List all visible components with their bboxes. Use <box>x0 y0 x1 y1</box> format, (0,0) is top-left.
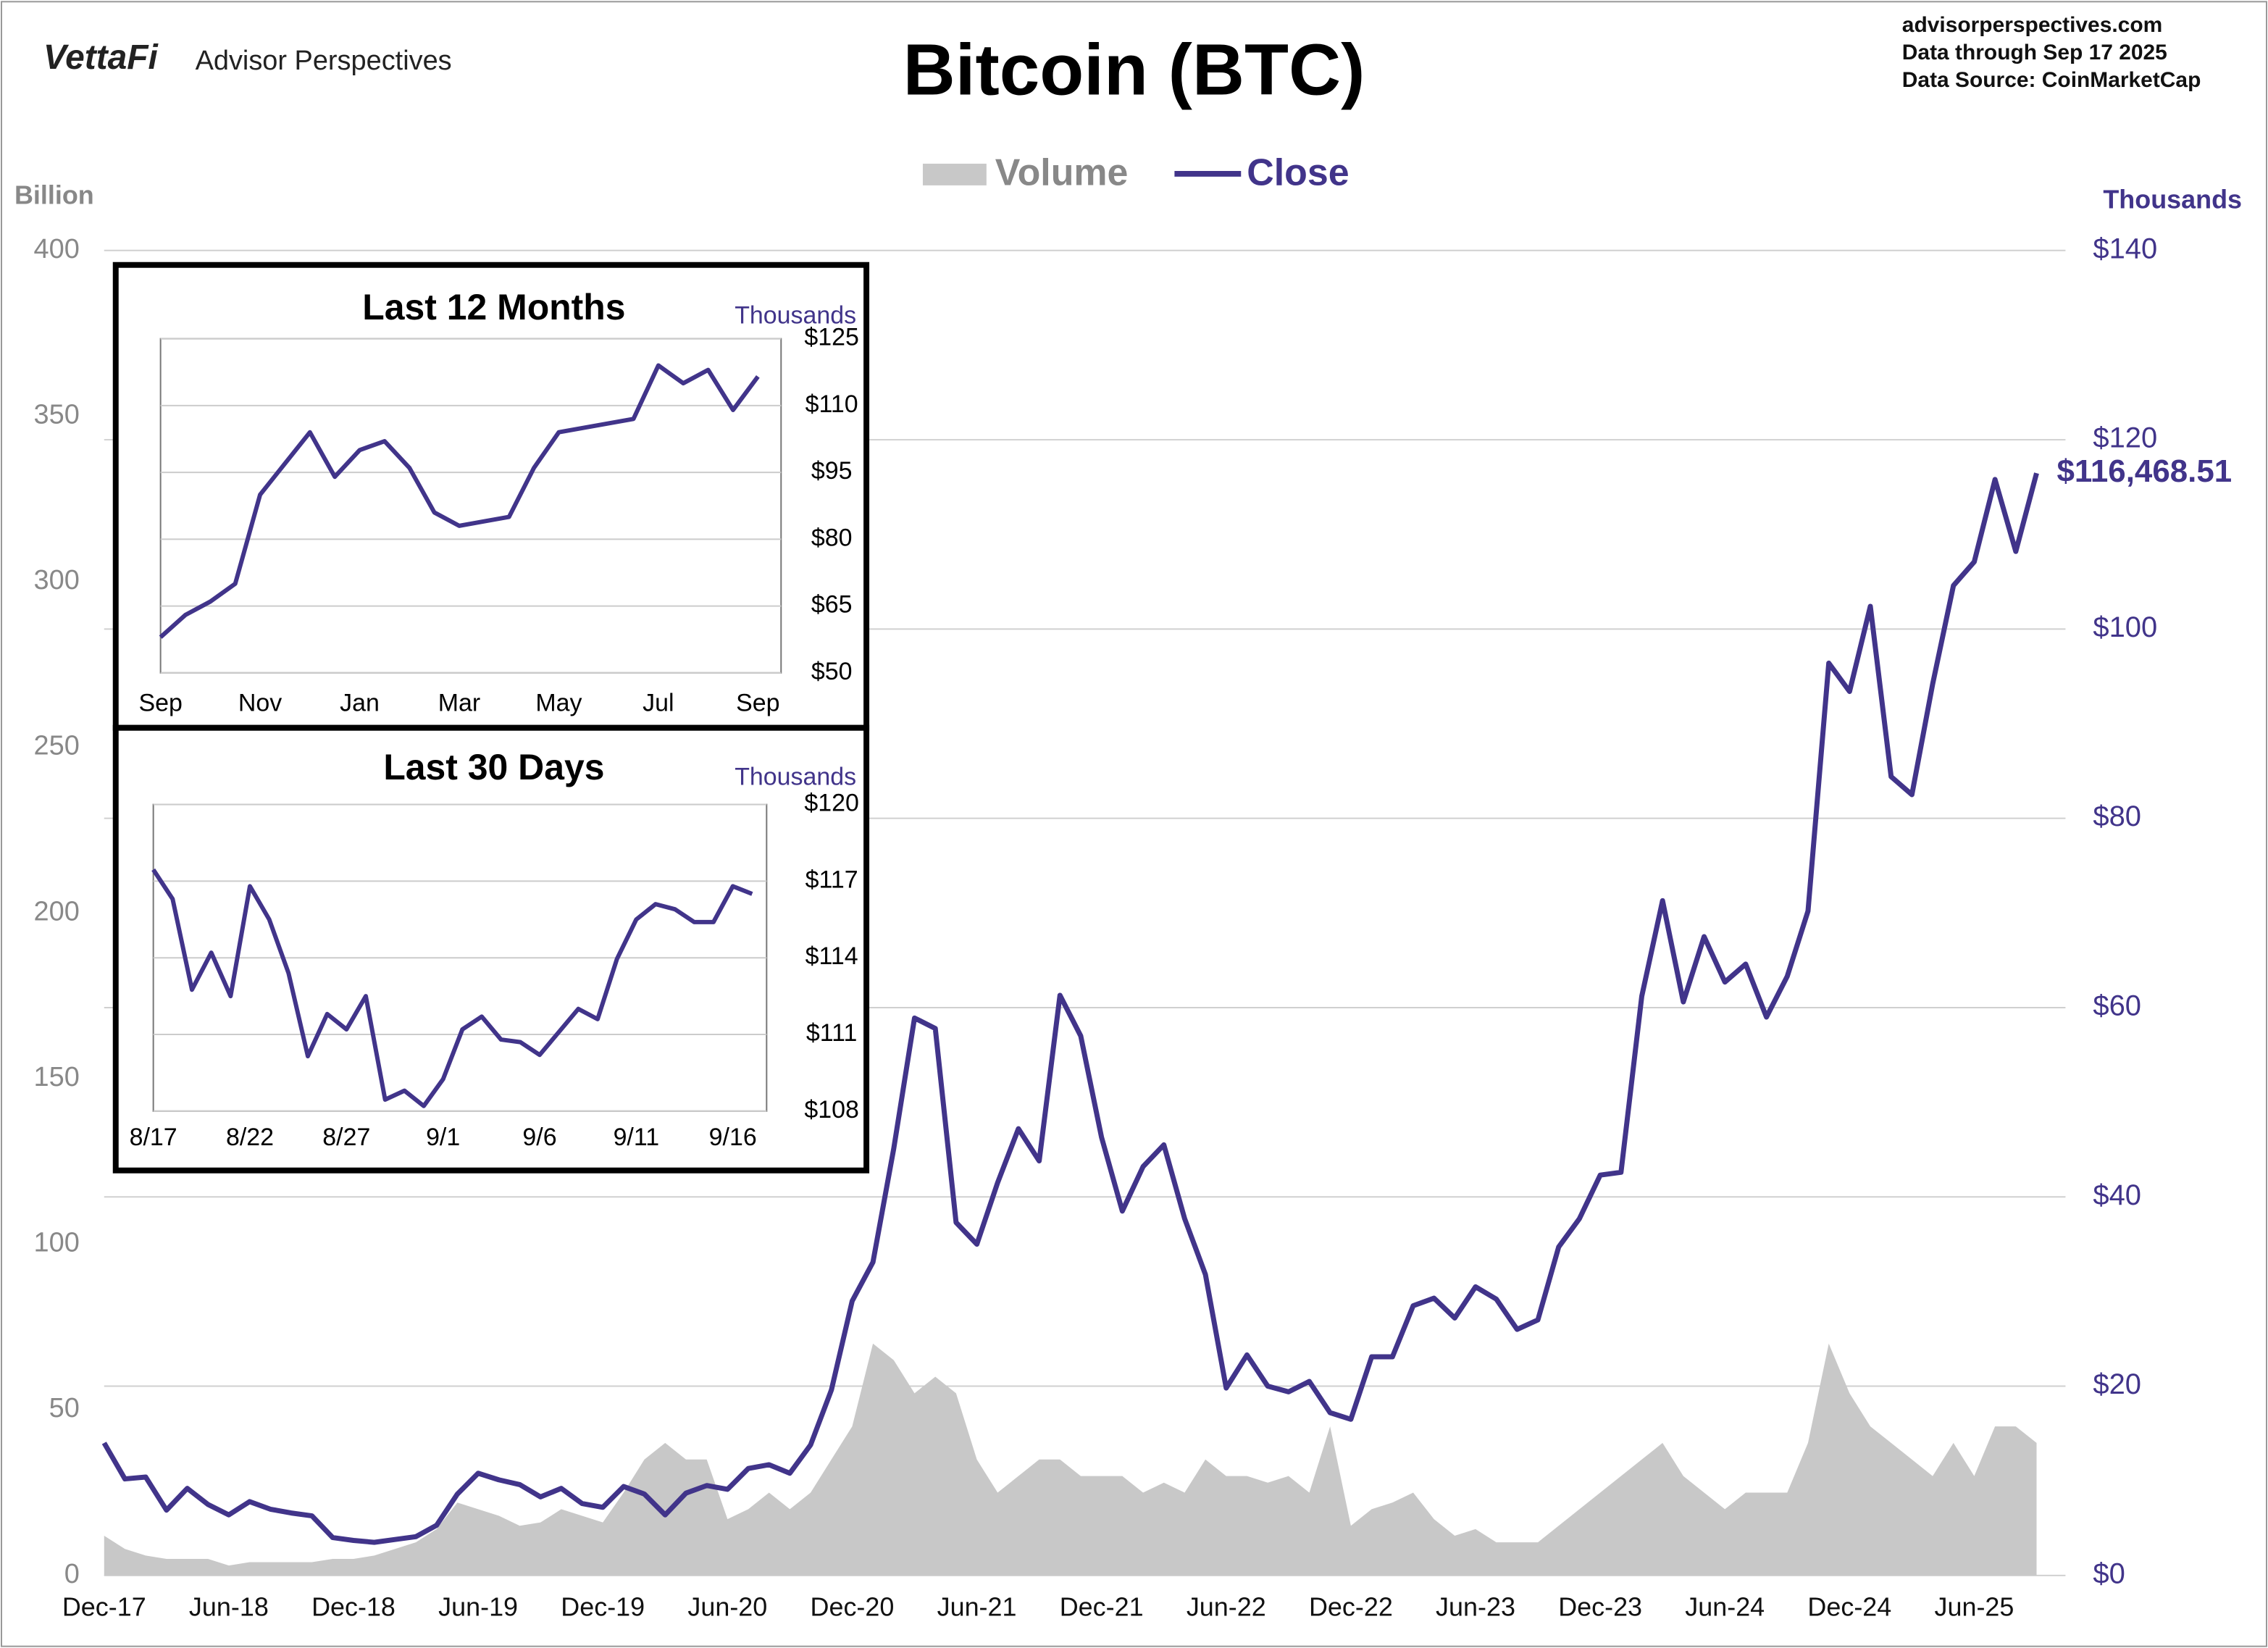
y-axis-title: Thousands <box>735 302 856 330</box>
y-tick-label: 0 <box>64 1559 80 1589</box>
y-tick-label: $95 <box>811 457 853 485</box>
y-tick-label: 250 <box>34 731 80 761</box>
y2-tick-label: $140 <box>2093 233 2157 264</box>
x-tick-label: Dec-23 <box>1558 1591 1642 1621</box>
y-tick-label: $80 <box>811 524 853 551</box>
y-tick-label: $111 <box>806 1019 857 1047</box>
y2-tick-label: $80 <box>2093 800 2141 832</box>
x-tick-label: Dec-20 <box>811 1591 895 1621</box>
y-tick-label: $120 <box>804 790 859 817</box>
x-tick-label: Jul <box>643 690 674 717</box>
y-tick-label: 150 <box>34 1062 80 1092</box>
legend-label: Close <box>1247 152 1349 194</box>
y-axis-title: Thousands <box>735 764 856 791</box>
y-tick-label: 350 <box>34 399 80 430</box>
plot-area <box>159 338 782 674</box>
y-tick-label: $108 <box>804 1096 859 1124</box>
y-tick-label: $110 <box>805 390 858 418</box>
y-tick-label: $114 <box>805 942 858 970</box>
brand: VettaFi <box>43 38 159 77</box>
x-tick-label: Sep <box>138 690 182 717</box>
volume-area <box>104 1343 2037 1576</box>
brand-sub: Advisor Perspectives <box>196 46 452 76</box>
x-tick-label: 9/11 <box>614 1124 660 1151</box>
close-line <box>151 868 753 1108</box>
y-tick-label: 400 <box>34 234 80 264</box>
x-tick-label: 9/6 <box>522 1124 556 1151</box>
x-tick-label: Dec-24 <box>1807 1591 1891 1621</box>
data-through: Data through Sep 17 2025 <box>1902 41 2167 64</box>
x-tick-label: Dec-17 <box>62 1591 146 1621</box>
x-tick-label: Dec-22 <box>1309 1591 1393 1621</box>
x-tick-label: Dec-19 <box>561 1591 645 1621</box>
site: advisorperspectives.com <box>1902 13 2162 37</box>
y-axis-title: Billion <box>14 180 94 209</box>
y2-tick-label: $0 <box>2093 1557 2125 1589</box>
x-tick-label: Mar <box>438 690 480 717</box>
x-tick-label: Sep <box>736 690 779 717</box>
y2-tick-label: $100 <box>2093 611 2157 643</box>
x-tick-label: Jun-22 <box>1187 1591 1266 1621</box>
y2-tick-label: $40 <box>2093 1179 2141 1211</box>
x-tick-label: 8/27 <box>322 1124 370 1151</box>
x-tick-label: Jun-21 <box>937 1591 1017 1621</box>
y-tick-label: $117 <box>805 866 858 893</box>
data-source: Data Source: CoinMarketCap <box>1902 68 2201 92</box>
close-line <box>101 472 2039 1545</box>
legend-label: Volume <box>995 152 1129 194</box>
y-tick-label: 50 <box>49 1393 80 1423</box>
x-tick-label: Jun-24 <box>1685 1591 1765 1621</box>
y-tick-label: $125 <box>804 324 859 351</box>
last-value-label: $116,468.51 <box>2056 453 2232 489</box>
x-tick-label: Nov <box>238 690 282 717</box>
x-tick-label: May <box>535 690 582 717</box>
x-tick-label: 9/16 <box>709 1124 757 1151</box>
x-tick-label: 8/22 <box>226 1124 274 1151</box>
close-line <box>159 363 760 639</box>
x-tick-label: Jun-25 <box>1935 1591 2014 1621</box>
y2-tick-label: $20 <box>2093 1368 2141 1400</box>
x-tick-label: Jun-20 <box>687 1591 767 1621</box>
x-tick-label: 8/17 <box>130 1124 177 1151</box>
x-tick-label: 9/1 <box>426 1124 460 1151</box>
y-tick-label: 300 <box>34 565 80 595</box>
y-tick-label: $65 <box>811 591 853 619</box>
y2-tick-label: $60 <box>2093 990 2141 1021</box>
x-tick-label: Jun-23 <box>1436 1591 1515 1621</box>
chart-title: Bitcoin (BTC) <box>903 30 1365 111</box>
legend-swatch <box>922 163 987 185</box>
inset-title: Last 12 Months <box>362 287 625 327</box>
x-tick-label: Dec-21 <box>1060 1591 1144 1621</box>
y-tick-label: $50 <box>811 658 853 685</box>
x-tick-label: Jan <box>340 690 380 717</box>
inset-title: Last 30 Days <box>383 747 604 787</box>
x-tick-label: Jun-18 <box>189 1591 269 1621</box>
x-tick-label: Jun-19 <box>438 1591 518 1621</box>
y2-axis-title: Thousands <box>2103 184 2242 214</box>
y-tick-label: 200 <box>34 896 80 927</box>
x-tick-label: Dec-18 <box>311 1591 396 1621</box>
y2-tick-label: $120 <box>2093 422 2157 454</box>
y-tick-label: 100 <box>34 1228 80 1258</box>
